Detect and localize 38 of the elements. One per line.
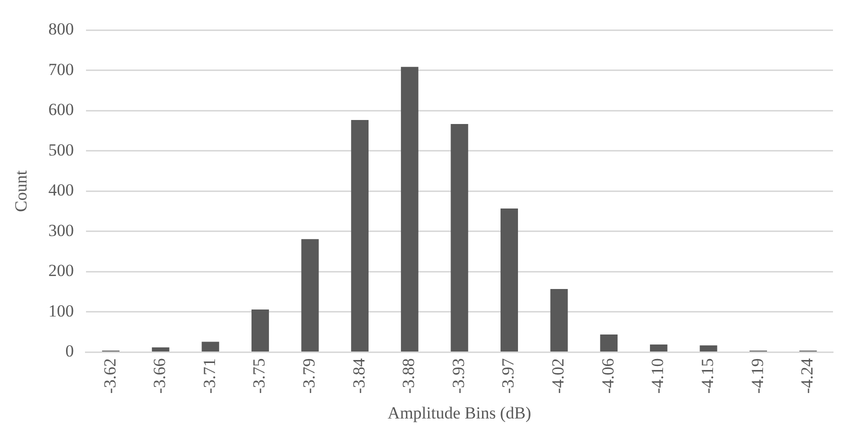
x-tick-label: -4.10 [648, 358, 668, 394]
bar [450, 124, 468, 352]
x-tick-label: -3.75 [250, 358, 269, 394]
bar [202, 342, 220, 352]
x-tick-label: -3.66 [150, 358, 170, 394]
bar [700, 345, 718, 352]
x-tick-label: -3.71 [200, 358, 219, 394]
x-tick-label: -3.79 [300, 358, 318, 394]
x-tick-label: -4.24 [798, 358, 817, 394]
x-tick-label: -3.97 [498, 358, 518, 394]
bar [152, 347, 170, 352]
bar [500, 208, 518, 352]
x-tick-label: -4.02 [548, 358, 568, 394]
x-tick-label: -3.88 [399, 358, 418, 394]
x-tick-label: -4.06 [598, 358, 618, 394]
y-tick-label: 700 [48, 60, 74, 79]
y-tick-label: 800 [48, 20, 74, 39]
bar [400, 66, 418, 352]
x-tick-label: -3.93 [448, 358, 468, 394]
x-tick-label: -3.84 [349, 358, 368, 394]
y-tick-label: 100 [48, 301, 74, 320]
y-tick-label: 200 [48, 261, 74, 280]
bar [650, 344, 668, 352]
x-tick-label: -3.62 [100, 358, 120, 394]
bar [252, 310, 269, 352]
y-tick-label: 500 [48, 140, 74, 160]
bar [351, 120, 369, 352]
y-tick-label: 400 [48, 180, 74, 200]
y-tick-label: 0 [65, 342, 74, 361]
y-tick-label: 600 [48, 100, 74, 120]
bar [600, 334, 618, 352]
bar [301, 239, 319, 352]
x-tick-label: -4.19 [748, 358, 767, 394]
y-axis-title: Count [12, 170, 31, 212]
x-tick-label: -4.15 [698, 358, 717, 394]
x-axis-title: Amplitude Bins (dB) [388, 403, 532, 422]
bar [550, 289, 568, 352]
y-tick-label: 300 [48, 220, 74, 240]
